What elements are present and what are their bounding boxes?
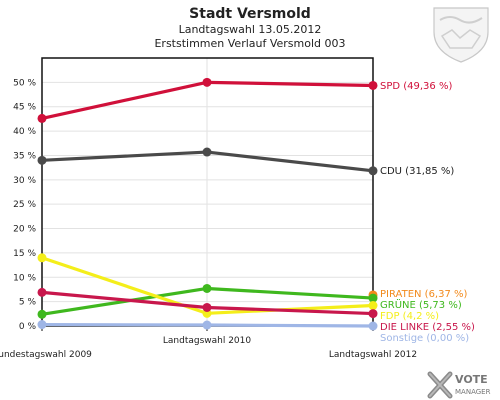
- data-point-fdp: [37, 253, 47, 263]
- y-tick-label: 15 %: [13, 249, 36, 259]
- y-tick-label: 45 %: [13, 103, 36, 113]
- data-point-linke: [368, 309, 378, 319]
- data-point-linke: [202, 302, 212, 312]
- data-point-spd: [202, 77, 212, 87]
- data-point-sonstige: [202, 320, 212, 330]
- logo-text-vote: VOTE: [455, 373, 488, 386]
- vote-x-icon: [427, 371, 453, 399]
- end-label-linke: DIE LINKE (2,55 %): [380, 322, 475, 333]
- end-label-gruene: GRÜNE (5,73 %): [380, 298, 462, 311]
- end-label-cdu: CDU (31,85 %): [380, 166, 454, 177]
- y-tick-label: 0 %: [19, 322, 37, 332]
- chart-subtitle-1: Landtagswahl 13.05.2012: [179, 23, 322, 36]
- votemanager-logo: VOTE MANAGER: [427, 371, 491, 399]
- y-tick-label: 5 %: [19, 298, 37, 308]
- x-tick-label: Landtagswahl 2010: [163, 336, 252, 346]
- end-label-piraten: PIRATEN (6,37 %): [380, 289, 468, 300]
- end-label-sonstige: Sonstige (0,00 %): [380, 333, 469, 344]
- data-point-gruene: [202, 283, 212, 293]
- x-tick-label: Bundestagswahl 2009: [0, 350, 92, 360]
- y-tick-label: 40 %: [13, 127, 36, 137]
- data-point-cdu: [37, 155, 47, 165]
- data-point-sonstige: [368, 321, 378, 331]
- y-tick-label: 30 %: [13, 176, 36, 186]
- coat-of-arms-icon: [433, 7, 489, 63]
- end-label-spd: SPD (49,36 %): [380, 81, 452, 92]
- data-point-linke: [37, 287, 47, 297]
- x-tick-label: Landtagswahl 2012: [329, 350, 417, 360]
- data-point-spd: [37, 113, 47, 123]
- y-tick-label: 50 %: [13, 78, 36, 88]
- end-label-fdp: FDP (4,2 %): [380, 311, 439, 322]
- y-tick-label: 20 %: [13, 225, 36, 235]
- y-tick-label: 35 %: [13, 151, 36, 161]
- data-point-gruene: [37, 309, 47, 319]
- y-tick-label: 10 %: [13, 273, 36, 283]
- data-point-sonstige: [37, 320, 47, 330]
- data-point-gruene: [368, 293, 378, 303]
- data-point-fdp: [368, 301, 378, 311]
- logo-text-manager: MANAGER: [455, 388, 491, 396]
- chart-subtitle-2: Erststimmen Verlauf Versmold 003: [154, 37, 345, 50]
- data-point-spd: [368, 80, 378, 90]
- data-point-cdu: [202, 147, 212, 157]
- y-tick-label: 25 %: [13, 200, 36, 210]
- data-point-cdu: [368, 166, 378, 176]
- chart-title: Stadt Versmold: [189, 6, 311, 22]
